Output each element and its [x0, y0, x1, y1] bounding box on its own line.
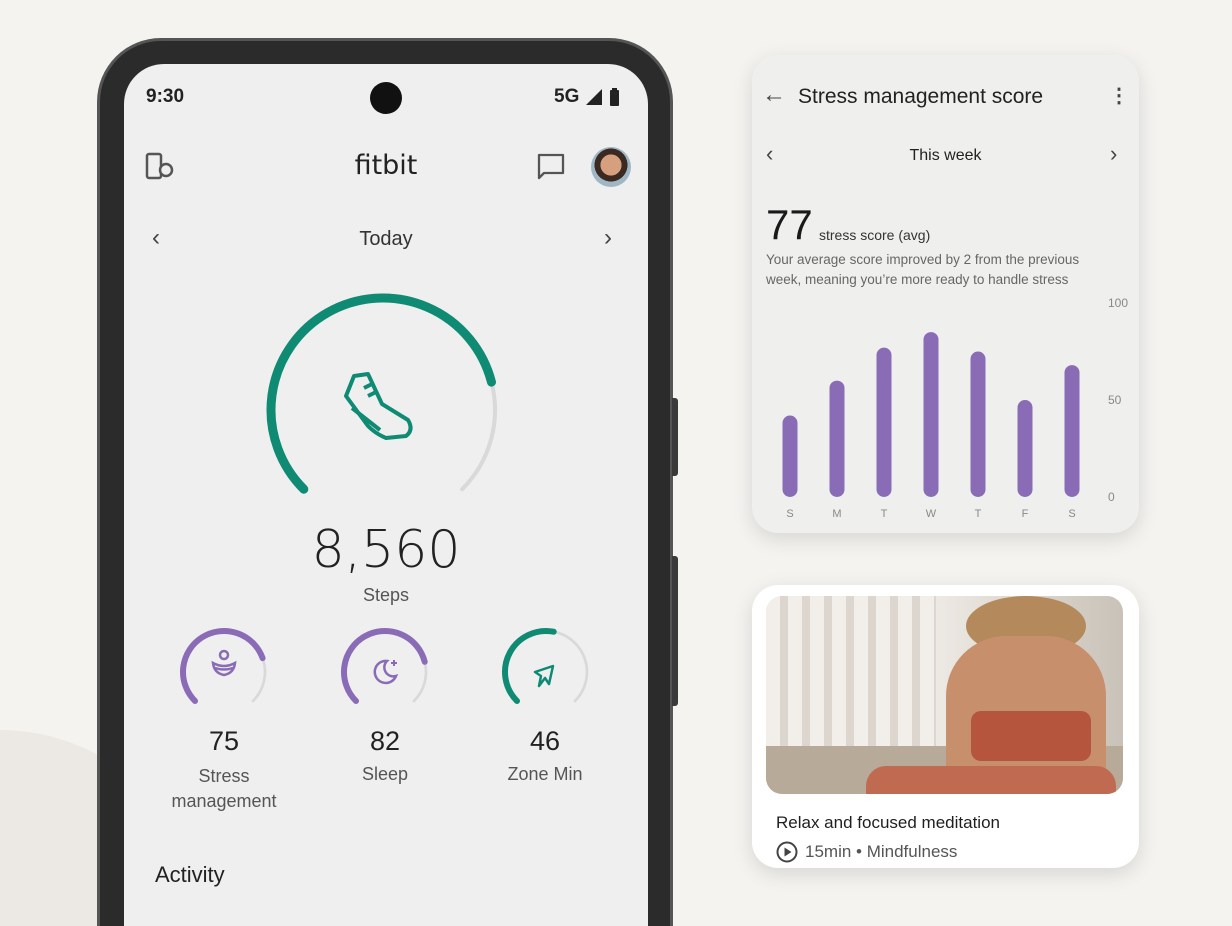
x-tick-label: W — [926, 508, 937, 520]
card-title: Stress management score — [798, 85, 1044, 108]
x-tick-label: T — [975, 508, 982, 520]
bar-2 — [876, 347, 892, 497]
activity-section-title: Activity — [155, 862, 225, 887]
x-tick-label: T — [881, 508, 888, 520]
stress-gauge[interactable] — [180, 628, 267, 704]
bar-3 — [923, 332, 939, 497]
zone-gauge-progress — [502, 628, 557, 704]
meditation-meta: 15min • Mindfulness — [805, 842, 958, 861]
moon-icon — [373, 659, 399, 685]
avg-score-label: stress score (avg) — [819, 227, 931, 243]
meditation-title: Relax and focused meditation — [776, 813, 1000, 832]
play-icon[interactable] — [776, 841, 798, 863]
next-day-button[interactable]: › — [604, 224, 612, 251]
y-tick-label: 50 — [1108, 393, 1122, 407]
phone-screen: 9:30 5G fitbit ‹ Today › 8,560 Steps 75 … — [124, 64, 648, 926]
stress-icon — [211, 649, 237, 677]
x-tick-label: M — [832, 508, 841, 520]
bar-1 — [829, 380, 845, 497]
steps-value: 8,560 — [311, 520, 461, 580]
more-menu-icon[interactable]: ⋮ — [1109, 85, 1129, 107]
stress-label: Stress management — [171, 766, 277, 811]
next-week-button[interactable]: › — [1110, 141, 1118, 166]
status-time: 9:30 — [146, 86, 185, 107]
avg-score: 77 — [766, 201, 813, 248]
sleep-gauge-progress — [341, 628, 428, 704]
x-tick-label: S — [1068, 508, 1075, 520]
stress-gauge-progress — [180, 628, 266, 704]
messages-icon[interactable] — [536, 152, 566, 182]
prev-week-button[interactable]: ‹ — [766, 141, 774, 166]
date-label: Today — [359, 228, 413, 250]
camera-cutout — [370, 82, 402, 114]
y-tick-label: 0 — [1108, 490, 1115, 504]
sleep-value: 82 — [369, 726, 401, 756]
zone-arrow-icon — [533, 664, 555, 688]
zone-gauge[interactable] — [502, 628, 589, 704]
sleep-gauge-track — [412, 660, 428, 703]
sleep-label: Sleep — [361, 764, 409, 784]
network-label: 5G — [554, 86, 580, 107]
y-tick-label: 100 — [1108, 296, 1128, 310]
bar-5 — [1017, 400, 1033, 497]
back-arrow-icon[interactable]: ← — [762, 81, 786, 108]
steps-gauge-progress — [266, 293, 496, 494]
phone-side-button — [672, 398, 678, 476]
sleep-gauge[interactable] — [341, 628, 428, 704]
zone-value: 46 — [529, 726, 561, 756]
bar-6 — [1064, 365, 1080, 497]
stress-bar-chart: S M T W T F S 100 50 0 — [782, 296, 1128, 520]
score-description: Your average score improved by 2 from th… — [766, 252, 1080, 287]
steps-label: Steps — [362, 585, 410, 605]
phone-volume-button — [672, 556, 678, 706]
x-tick-label: F — [1022, 508, 1029, 520]
bar-0 — [782, 415, 798, 497]
bar-4 — [970, 351, 986, 497]
x-tick-label: S — [786, 508, 793, 520]
shoe-icon — [344, 372, 413, 440]
signal-battery-icon — [586, 88, 619, 106]
devices-icon[interactable] — [144, 152, 178, 182]
prev-day-button[interactable]: ‹ — [152, 224, 160, 251]
gauges — [180, 293, 589, 704]
zone-label: Zone Min — [507, 764, 583, 784]
period-label: This week — [909, 147, 982, 164]
stress-score-card: ← Stress management score ⋮ ‹ This week … — [752, 55, 1139, 533]
meditation-card[interactable]: Relax and focused meditation 15min • Min… — [752, 585, 1139, 868]
app-title: fitbit — [354, 150, 418, 181]
steps-gauge-track — [460, 380, 497, 492]
zone-gauge-track — [552, 630, 589, 703]
avatar[interactable] — [591, 147, 631, 187]
steps-gauge[interactable] — [266, 293, 497, 494]
stress-value: 75 — [208, 726, 240, 756]
meditation-photo — [766, 596, 1123, 794]
stress-gauge-track — [251, 656, 267, 703]
